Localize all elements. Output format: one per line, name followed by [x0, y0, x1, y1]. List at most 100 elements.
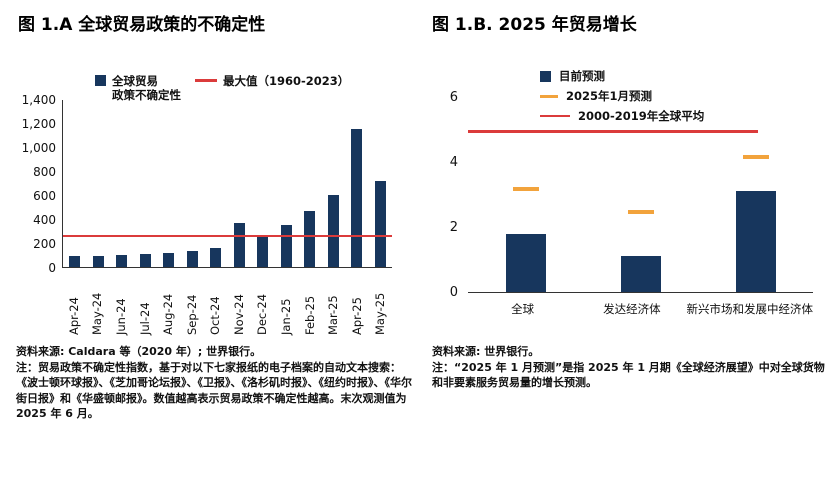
y-tick-label: 1,200 [21, 117, 56, 131]
x-tick-label: Mar-25 [326, 295, 341, 335]
bar-Apr-24 [69, 256, 81, 267]
x-tick-cell: Jun-24 [109, 273, 133, 335]
bar-cell [63, 100, 87, 267]
jan-forecast-label: 2025年1月预测 [566, 89, 653, 103]
y-tick-label: 600 [33, 189, 56, 203]
jan-forecast-marker [742, 154, 769, 159]
bar-cell [345, 100, 369, 267]
bar-Mar-25 [327, 195, 339, 267]
jan-forecast-marker [627, 210, 654, 214]
x-tick-cell: Mar-25 [321, 273, 345, 335]
y-tick-label: 4 [449, 155, 458, 170]
left-bars [63, 100, 392, 267]
x-tick-label: Aug-24 [161, 293, 176, 335]
legend-item-max: 最大值（1960-2023） [195, 74, 349, 102]
y-tick-label: 6 [449, 90, 458, 105]
average-line-swatch-icon [540, 114, 570, 118]
x-tick-cell: Apr-24 [62, 273, 86, 335]
x-tick-label: May-24 [90, 292, 105, 335]
jan-forecast-dash-icon [540, 94, 558, 98]
right-chart-title: 图 1.B. 2025 年贸易增长 [432, 15, 637, 35]
max-line-swatch-icon [195, 79, 217, 82]
y-tick-label: 1,000 [21, 141, 56, 155]
max-value-refline [63, 234, 392, 237]
bar-Sep-24 [186, 251, 198, 267]
bar-cell [322, 100, 346, 267]
x-category-label: 发达经济体 [603, 302, 661, 316]
y-tick-label: 0 [449, 285, 458, 300]
bar-May-25 [374, 180, 386, 267]
bar-cell [251, 100, 275, 267]
left-footnotes: 资料来源: Caldara 等（2020 年）; 世界银行。 注：贸易政策不确定… [16, 344, 414, 422]
bar-series-swatch-icon [95, 75, 106, 86]
left-x-axis-labels: Apr-24 May-24 Jun-24 Jul-24 Aug-24 Sep-24 Oct-… [62, 273, 392, 335]
bar-Oct-24 [210, 248, 222, 267]
right-plot-area [468, 98, 813, 293]
x-tick-label: Oct-24 [208, 296, 223, 335]
right-bars [468, 98, 813, 292]
right-y-axis-labels: 6 4 2 0 [438, 91, 458, 299]
x-tick-cell: Aug-24 [156, 273, 180, 335]
bar-May-24 [92, 255, 104, 267]
bar-Apr-25 [351, 129, 363, 267]
bar-cell [369, 100, 393, 267]
bar-Feb-25 [304, 210, 316, 267]
left-source-line: 资料来源: Caldara 等（2020 年）; 世界银行。 [16, 345, 262, 358]
y-tick-label: 0 [48, 261, 56, 275]
bar-全球 [505, 233, 546, 292]
x-tick-label: May-25 [373, 292, 388, 335]
x-tick-label: Sep-24 [184, 294, 199, 335]
x-tick-label: Dec-24 [255, 293, 270, 335]
category-slot [698, 98, 813, 292]
current-forecast-swatch-icon [540, 70, 551, 82]
x-tick-cell: Oct-24 [203, 273, 227, 335]
bar-series-label: 全球贸易 政策不确定性 [112, 74, 181, 102]
category-slot [468, 98, 583, 292]
bar-Jul-24 [139, 253, 151, 267]
bar-cell [87, 100, 111, 267]
bar-cell [181, 100, 205, 267]
x-tick-cell: Jul-24 [133, 273, 157, 335]
x-tick-label: Jan-25 [278, 298, 293, 335]
left-note-text: 注：贸易政策不确定性指数，基于对以下七家报纸的电子档案的自动文本搜索：《波士顿环… [16, 360, 412, 421]
bar-cell [298, 100, 322, 267]
bar-新兴市场和发展中经济体 [735, 191, 776, 292]
y-tick-label: 400 [33, 213, 56, 227]
bar-Nov-24 [233, 222, 245, 267]
legend-item-average: 2000-2019年全球平均 [540, 106, 704, 126]
legend-item-jan-forecast: 2025年1月预测 [540, 86, 704, 106]
bar-cell [134, 100, 158, 267]
x-tick-cell: Feb-25 [298, 273, 322, 335]
right-footnotes: 资料来源: 世界银行。 注：“2025 年 1 月预测”是指 2025 年 1 … [432, 344, 826, 391]
bar-cell [228, 100, 252, 267]
x-tick-label: Jul-24 [137, 302, 152, 335]
bar-cell [110, 100, 134, 267]
right-chart-legend: 目前预测 2025年1月预测 2000-2019年全球平均 [540, 66, 704, 126]
bar-发达经济体 [620, 256, 661, 292]
bar-Jun-24 [116, 255, 128, 267]
bar-Jan-25 [280, 225, 292, 267]
y-tick-label: 2 [449, 220, 458, 235]
legend-item-current-forecast: 目前预测 [540, 66, 704, 86]
bar-cell [275, 100, 299, 267]
bar-Dec-24 [257, 237, 269, 267]
bar-cell [204, 100, 228, 267]
max-line-label: 最大值（1960-2023） [223, 74, 350, 88]
right-x-axis-labels: 全球 发达经济体 新兴市场和发展中经济体 [468, 301, 813, 317]
right-source-line: 资料来源: 世界银行。 [432, 345, 540, 358]
x-tick-cell: May-25 [369, 273, 393, 335]
x-tick-cell: Dec-24 [251, 273, 275, 335]
average-line-label: 2000-2019年全球平均 [578, 109, 705, 123]
left-y-axis-labels: 1,400 1,200 1,000 800 600 400 200 0 [6, 94, 56, 274]
right-note-text: 注：“2025 年 1 月预测”是指 2025 年 1 月期《全球经济展望》中对… [432, 360, 825, 390]
x-tick-cell: Nov-24 [227, 273, 251, 335]
x-tick-cell: Apr-25 [345, 273, 369, 335]
x-category-label: 全球 [511, 302, 535, 316]
left-plot-area [62, 100, 392, 268]
x-tick-cell: Sep-24 [180, 273, 204, 335]
bar-cell [157, 100, 181, 267]
x-tick-label: Nov-24 [231, 294, 246, 335]
y-tick-label: 1,400 [21, 93, 56, 107]
left-chart-legend: 全球贸易 政策不确定性 最大值（1960-2023） [95, 74, 349, 102]
